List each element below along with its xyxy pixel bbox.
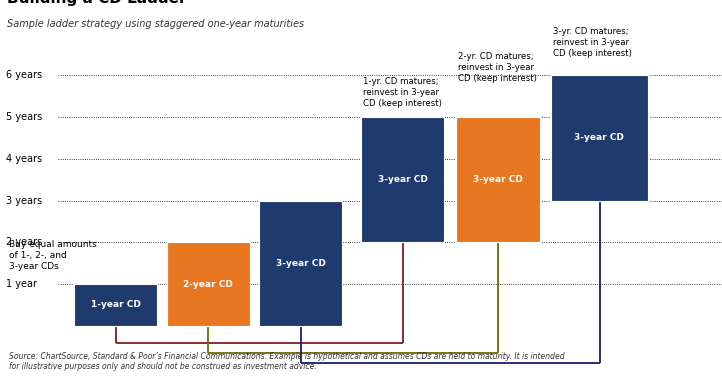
- Text: 1 year: 1 year: [6, 279, 38, 289]
- Bar: [361, 117, 444, 242]
- Text: Sample ladder strategy using staggered one-year maturities: Sample ladder strategy using staggered o…: [7, 19, 305, 29]
- Bar: [551, 75, 648, 200]
- Bar: [167, 242, 250, 326]
- Text: Building a CD Ladder: Building a CD Ladder: [7, 0, 187, 6]
- Text: 3-year CD: 3-year CD: [378, 175, 427, 184]
- Bar: [74, 284, 157, 326]
- Text: 1-yr. CD matures;
reinvest in 3-year
CD (keep interest): 1-yr. CD matures; reinvest in 3-year CD …: [363, 77, 442, 109]
- Text: Source: ChartSource, Standard & Poor’s Financial Communications. Example is hypo: Source: ChartSource, Standard & Poor’s F…: [9, 352, 565, 371]
- Text: 3-yr. CD matures;
reinvest in 3-year
CD (keep interest): 3-yr. CD matures; reinvest in 3-year CD …: [552, 27, 632, 58]
- Text: 5 years: 5 years: [6, 112, 43, 122]
- Text: Buy equal amounts
of 1-, 2-, and
3-year CDs: Buy equal amounts of 1-, 2-, and 3-year …: [9, 240, 97, 271]
- Text: 3 years: 3 years: [6, 196, 43, 206]
- Bar: [456, 117, 539, 242]
- Text: 3-year CD: 3-year CD: [276, 259, 326, 268]
- Bar: [259, 200, 342, 326]
- Text: 3-year CD: 3-year CD: [575, 133, 625, 143]
- Text: 1-year CD: 1-year CD: [91, 300, 141, 309]
- Text: 2-yr. CD matures;
reinvest in 3-year
CD (keep interest): 2-yr. CD matures; reinvest in 3-year CD …: [458, 52, 537, 83]
- Text: 4 years: 4 years: [6, 154, 43, 164]
- Text: 2 years: 2 years: [6, 237, 43, 247]
- Text: 2-year CD: 2-year CD: [183, 280, 233, 289]
- Text: 6 years: 6 years: [6, 70, 43, 80]
- Text: 3-year CD: 3-year CD: [473, 175, 523, 184]
